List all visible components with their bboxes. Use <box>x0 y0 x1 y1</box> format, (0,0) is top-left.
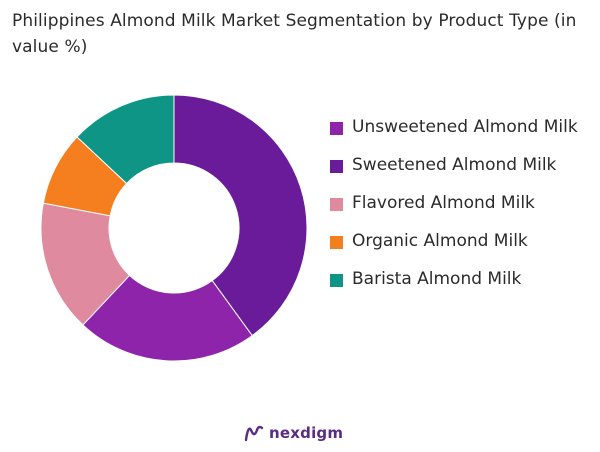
legend-item-barista: Barista Almond Milk <box>330 266 590 293</box>
logo-text: nexdigm <box>269 424 344 442</box>
legend-label: Organic Almond Milk <box>352 231 528 251</box>
nexdigm-logo-icon <box>244 425 264 442</box>
legend-item-unsweetened: Unsweetened Almond Milk <box>330 114 590 141</box>
legend-label: Flavored Almond Milk <box>352 193 535 213</box>
legend-swatch <box>330 236 343 249</box>
legend-item-flavored: Flavored Almond Milk <box>330 190 590 217</box>
legend-label: Barista Almond Milk <box>352 269 522 289</box>
slice-barista <box>76 94 175 185</box>
chart-title: Philippines Almond Milk Market Segmentat… <box>12 11 577 57</box>
legend-swatch <box>330 274 343 287</box>
legend-swatch <box>330 160 343 173</box>
chart-legend: Unsweetened Almond Milk Sweetened Almond… <box>330 114 590 304</box>
legend-label: Unsweetened Almond Milk <box>352 117 578 137</box>
legend-swatch <box>330 198 343 211</box>
legend-item-sweetened: Sweetened Almond Milk <box>330 152 590 179</box>
slice-sweetened <box>82 274 253 362</box>
slice-unsweetened <box>173 94 308 337</box>
legend-swatch <box>330 122 343 135</box>
brand-logo: nexdigm <box>244 424 343 442</box>
legend-label: Sweetened Almond Milk <box>352 155 557 175</box>
legend-item-organic: Organic Almond Milk <box>330 228 590 255</box>
